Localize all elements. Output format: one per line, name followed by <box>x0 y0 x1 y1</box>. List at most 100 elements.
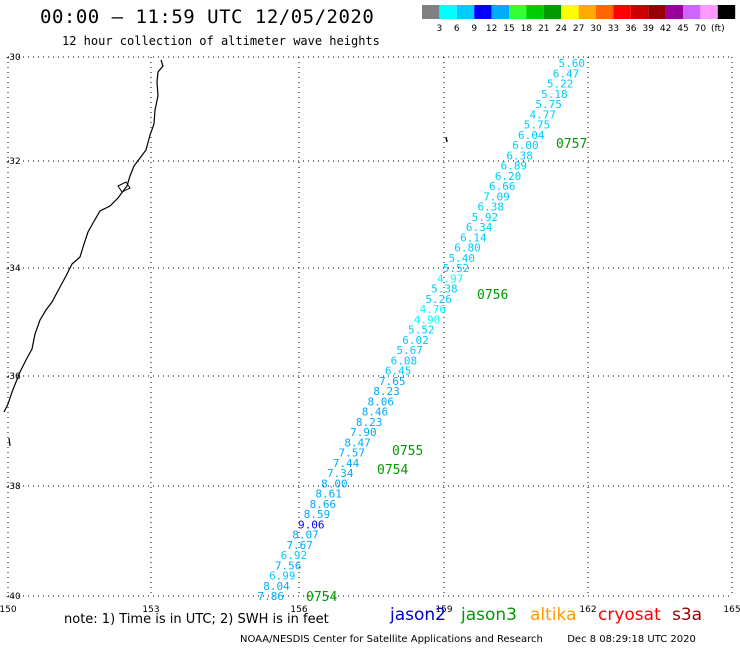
swh-value-label: 8.04 <box>263 580 290 593</box>
swh-value-label: 5.75 <box>535 98 562 111</box>
swh-value-label: 8.46 <box>362 406 389 419</box>
swh-value-label: 5.52 <box>408 324 435 337</box>
swh-value-label: 7.67 <box>286 539 313 552</box>
legend-jason2: jason2 <box>390 605 446 625</box>
scale-label: 6 <box>454 24 460 34</box>
lon-tick-label: 159 <box>435 605 452 615</box>
swh-value-label: 8.61 <box>315 488 342 501</box>
swh-value-label: 5.75 <box>524 119 551 132</box>
swh-value-label: 8.00 <box>321 477 348 490</box>
lat-lon-grid: -30 -32 -34 -36 -38 -40 150 153 156 159 162 165 <box>0 53 740 615</box>
scale-swatch <box>683 5 701 19</box>
swh-value-label: 4.77 <box>530 108 557 121</box>
swh-value-label: 5.18 <box>541 88 568 101</box>
lon-tick-label: 162 <box>579 605 596 615</box>
swh-value-label: 4.90 <box>414 313 441 326</box>
scale-label: 15 <box>503 24 514 34</box>
swh-value-label: 6.34 <box>466 221 493 234</box>
scale-swatch <box>717 5 736 19</box>
swh-value-label: 7.56 <box>275 559 302 572</box>
swh-value-label: 6.38 <box>506 149 533 162</box>
swh-value-label: 6.08 <box>391 354 418 367</box>
lon-tick-label: 156 <box>290 605 307 615</box>
swh-value-label: 5.26 <box>425 293 452 306</box>
swh-value-label: 5.52 <box>443 262 470 275</box>
scale-swatch <box>613 5 631 19</box>
legend-s3a: s3a <box>672 605 703 625</box>
scale-swatch <box>700 5 718 19</box>
scale-swatch <box>509 5 527 19</box>
swh-value-label: 8.23 <box>373 385 400 398</box>
scale-swatch <box>456 5 475 19</box>
swh-value-label: 6.92 <box>281 549 308 562</box>
coast-fragment <box>8 437 11 447</box>
lon-tick-label: 165 <box>723 605 740 615</box>
credit-line: NOAA/NESDIS Center for Satellite Applica… <box>240 634 696 645</box>
scale-label: 36 <box>625 24 637 34</box>
swh-value-label: 5.92 <box>472 211 499 224</box>
lat-tick-label: -40 <box>6 592 21 602</box>
scale-swatch <box>543 5 562 19</box>
lat-tick-label: -36 <box>6 372 21 382</box>
swh-value-label: 8.47 <box>344 436 371 449</box>
swh-value-label: 6.04 <box>518 129 545 142</box>
swh-value-label: 7.44 <box>333 457 360 470</box>
legend-jason3: jason3 <box>461 605 517 625</box>
lon-tick-label: 153 <box>142 605 159 615</box>
lat-tick-label: -34 <box>6 264 21 274</box>
swh-value-label: 6.38 <box>477 201 504 214</box>
swh-value-label: 5.22 <box>547 78 574 91</box>
island-mark <box>445 136 448 143</box>
pass-time-label: 0755 <box>392 444 423 459</box>
scale-swatch <box>422 5 440 19</box>
swh-value-label: 6.99 <box>269 570 296 583</box>
swh-value-label: 7.86 <box>258 590 285 603</box>
scale-swatch <box>578 5 596 19</box>
swh-value-label: 8.07 <box>292 529 319 542</box>
lat-tick-label: -30 <box>6 53 21 63</box>
swh-value-label: 6.45 <box>385 365 412 378</box>
swh-value-label: 6.02 <box>402 334 429 347</box>
swh-value-label: 8.23 <box>356 416 383 429</box>
pass-time-label: 0757 <box>556 137 587 152</box>
scale-label: 3 <box>437 24 443 34</box>
swh-value-label: 6.14 <box>460 231 487 244</box>
swh-value-label: 5.38 <box>431 283 458 296</box>
color-scale: 3 6 9 12 15 18 21 24 27 30 33 36 39 42 45 70 (ft) <box>422 5 736 34</box>
swh-value-label: 6.00 <box>512 139 539 152</box>
scale-label: (ft) <box>711 24 725 34</box>
scale-swatch <box>561 5 579 19</box>
swh-value-label: 6.66 <box>489 180 516 193</box>
scale-swatch <box>491 5 509 19</box>
swh-value-label: 4.76 <box>420 303 447 316</box>
scale-label: 21 <box>538 24 549 34</box>
generated-timestamp: Dec 8 08:29:18 UTC 2020 <box>567 634 696 645</box>
coastline <box>3 59 164 413</box>
scale-label: 27 <box>573 24 584 34</box>
lon-tick-label: 150 <box>0 605 17 615</box>
scale-label: 30 <box>590 24 602 34</box>
scale-label: 33 <box>608 24 619 34</box>
credit-text: NOAA/NESDIS Center for Satellite Applica… <box>240 634 543 645</box>
coastline-inlet <box>117 181 131 193</box>
swh-value-label: 7.90 <box>350 426 377 439</box>
swh-value-label: 5.67 <box>396 344 423 357</box>
scale-swatch <box>665 5 683 19</box>
lat-tick-label: -32 <box>6 157 21 167</box>
swh-value-label: 7.57 <box>339 447 366 460</box>
swh-value-label: 4.97 <box>437 272 464 285</box>
scale-swatch <box>474 5 492 19</box>
swh-value-label: 6.47 <box>553 67 580 80</box>
map-title: 00:00 – 11:59 UTC 12/05/2020 <box>40 6 375 28</box>
scale-label: 45 <box>677 24 688 34</box>
swh-value-label: 5.40 <box>449 252 476 265</box>
map-subtitle: 12 hour collection of altimeter wave hei… <box>62 34 380 48</box>
swh-value-label: 8.66 <box>310 498 337 511</box>
swh-value-label: 8.06 <box>367 395 394 408</box>
scale-label: 70 <box>695 24 707 34</box>
swh-value-label: 9.06 <box>298 518 325 531</box>
scale-label: 9 <box>471 24 477 34</box>
scale-swatch <box>630 5 649 19</box>
scale-label: 12 <box>486 24 497 34</box>
